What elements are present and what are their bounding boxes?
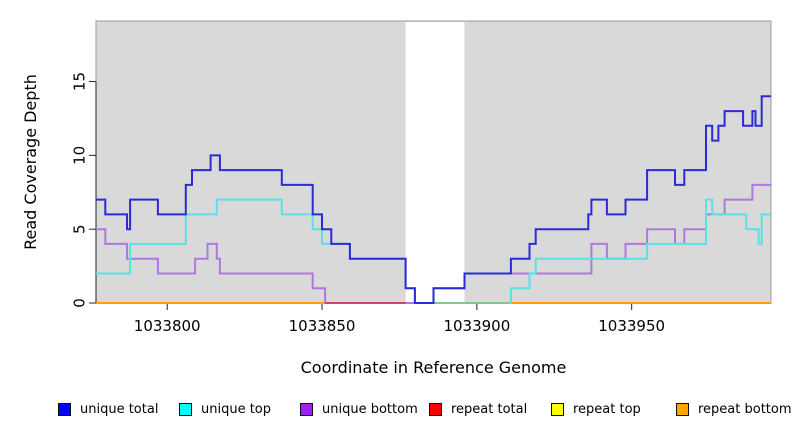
svg-text:1033900: 1033900 bbox=[443, 317, 510, 335]
legend-item-unique-top: unique top bbox=[179, 400, 271, 418]
legend-label: repeat bottom bbox=[698, 401, 792, 417]
legend-item-unique-bottom: unique bottom bbox=[300, 400, 418, 418]
legend-swatch-repeat-bottom bbox=[676, 402, 689, 416]
svg-text:5: 5 bbox=[71, 224, 89, 234]
legend-label: unique top bbox=[201, 401, 272, 417]
legend-item-repeat-bottom: repeat bottom bbox=[676, 400, 792, 418]
legend-swatch-unique-bottom bbox=[300, 402, 313, 416]
y-axis-title: Read Coverage Depth bbox=[21, 74, 40, 250]
legend-swatch-repeat-total bbox=[429, 402, 442, 416]
legend-swatch-unique-top bbox=[179, 402, 192, 416]
legend-swatch-repeat-top bbox=[551, 402, 564, 416]
legend-item-repeat-total: repeat total bbox=[429, 400, 527, 418]
legend-label: repeat total bbox=[451, 401, 528, 417]
legend-label: unique total bbox=[80, 401, 159, 417]
svg-text:1033950: 1033950 bbox=[598, 317, 665, 335]
svg-text:10: 10 bbox=[71, 146, 89, 165]
svg-text:0: 0 bbox=[71, 298, 89, 308]
legend-label: repeat top bbox=[573, 401, 641, 417]
legend-item-unique-total: unique total bbox=[58, 400, 158, 418]
legend-label: unique bottom bbox=[322, 401, 418, 417]
legend: unique total unique top unique bottom repea… bbox=[0, 400, 792, 420]
svg-text:1033800: 1033800 bbox=[134, 317, 201, 335]
svg-text:1033850: 1033850 bbox=[289, 317, 356, 335]
legend-swatch-unique-total bbox=[58, 402, 71, 416]
legend-item-repeat-top: repeat top bbox=[551, 400, 641, 418]
svg-text:15: 15 bbox=[71, 72, 89, 91]
x-axis-title: Coordinate in Reference Genome bbox=[300, 358, 567, 377]
